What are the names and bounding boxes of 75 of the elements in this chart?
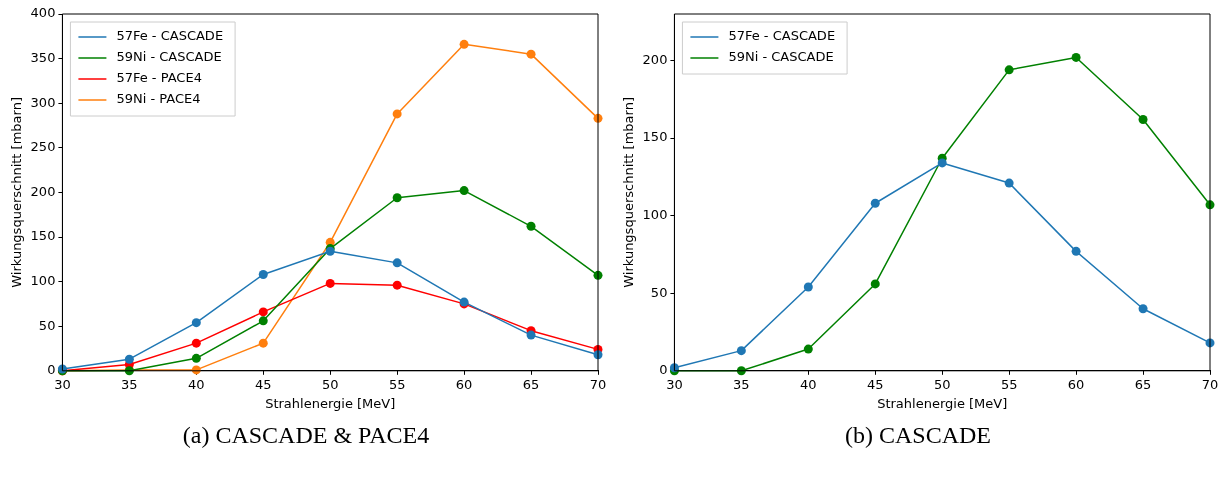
point <box>392 109 402 119</box>
y-axis-title: Wirkungsquerschnitt [mbarn] <box>621 97 637 288</box>
x-tick-label: 45 <box>254 376 272 392</box>
point <box>526 49 536 59</box>
point <box>191 318 201 328</box>
legend-label: 57Fe - CASCADE <box>728 28 836 44</box>
x-tick-label: 70 <box>589 376 607 392</box>
point <box>258 316 268 326</box>
legend-label: 57Fe - PACE4 <box>116 70 202 86</box>
point <box>803 344 813 354</box>
point <box>1138 304 1148 314</box>
x-tick-label: 50 <box>933 376 951 392</box>
text: (b) CASCADE <box>844 422 992 449</box>
y-tick-label: 50 <box>38 317 56 333</box>
y-tick-label: 200 <box>30 183 56 199</box>
x-tick-label: 35 <box>733 376 750 392</box>
point <box>258 269 268 279</box>
point <box>1138 114 1148 124</box>
point <box>870 198 880 208</box>
x-tick-label: 60 <box>1067 376 1085 392</box>
y-tick-label: 150 <box>642 129 668 145</box>
y-tick-label: 50 <box>650 284 668 300</box>
legend-label: 59Ni - CASCADE <box>116 49 222 65</box>
y-tick-label: 250 <box>30 139 56 155</box>
point <box>526 221 536 231</box>
legend-label: 59Ni - CASCADE <box>728 49 834 65</box>
point <box>459 186 469 196</box>
x-tick-label: 30 <box>666 376 683 392</box>
x-tick-label: 50 <box>321 376 339 392</box>
y-tick-label: 150 <box>30 228 56 244</box>
point <box>459 39 469 49</box>
point <box>191 353 201 363</box>
point <box>937 158 947 168</box>
point <box>736 366 746 376</box>
point <box>392 193 402 203</box>
point <box>1004 65 1014 75</box>
x-tick-label: 60 <box>455 376 473 392</box>
y-tick-label: 100 <box>642 207 668 223</box>
point <box>392 258 402 268</box>
x-tick-label: 65 <box>522 376 540 392</box>
x-tick-label: 45 <box>866 376 884 392</box>
x-tick-label: 55 <box>1000 376 1018 392</box>
x-axis-title: Strahlenergie [MeV] <box>877 395 1008 411</box>
point <box>191 338 201 348</box>
x-tick-label: 65 <box>1134 376 1152 392</box>
point <box>258 307 268 317</box>
text: (a) CASCADE & PACE4 <box>181 422 431 449</box>
legend-label: 59Ni - PACE4 <box>116 91 201 107</box>
y-tick-label: 200 <box>642 51 668 67</box>
point <box>258 338 268 348</box>
point <box>736 346 746 356</box>
x-tick-label: 40 <box>188 376 205 392</box>
y-tick-label: 100 <box>30 272 56 288</box>
x-axis-title: Strahlenergie [MeV] <box>265 395 396 411</box>
point <box>124 354 134 364</box>
x-tick-label: 70 <box>1201 376 1219 392</box>
point <box>526 330 536 340</box>
x-tick-label: 40 <box>800 376 817 392</box>
y-tick-label: 0 <box>47 362 56 378</box>
point <box>392 280 402 290</box>
x-tick-label: 30 <box>54 376 71 392</box>
point <box>325 278 335 288</box>
x-tick-label: 35 <box>121 376 138 392</box>
point <box>1071 246 1081 256</box>
y-tick-label: 0 <box>659 362 668 378</box>
point <box>1004 178 1014 188</box>
x-tick-label: 55 <box>388 376 406 392</box>
y-tick-label: 400 <box>30 5 56 21</box>
y-tick-label: 350 <box>30 49 56 65</box>
point <box>803 282 813 292</box>
legend-label: 57Fe - CASCADE <box>116 28 224 44</box>
y-axis-title: Wirkungsquerschnitt [mbarn] <box>9 97 25 288</box>
point <box>1071 52 1081 62</box>
y-tick-label: 300 <box>30 94 56 110</box>
point <box>870 279 880 289</box>
